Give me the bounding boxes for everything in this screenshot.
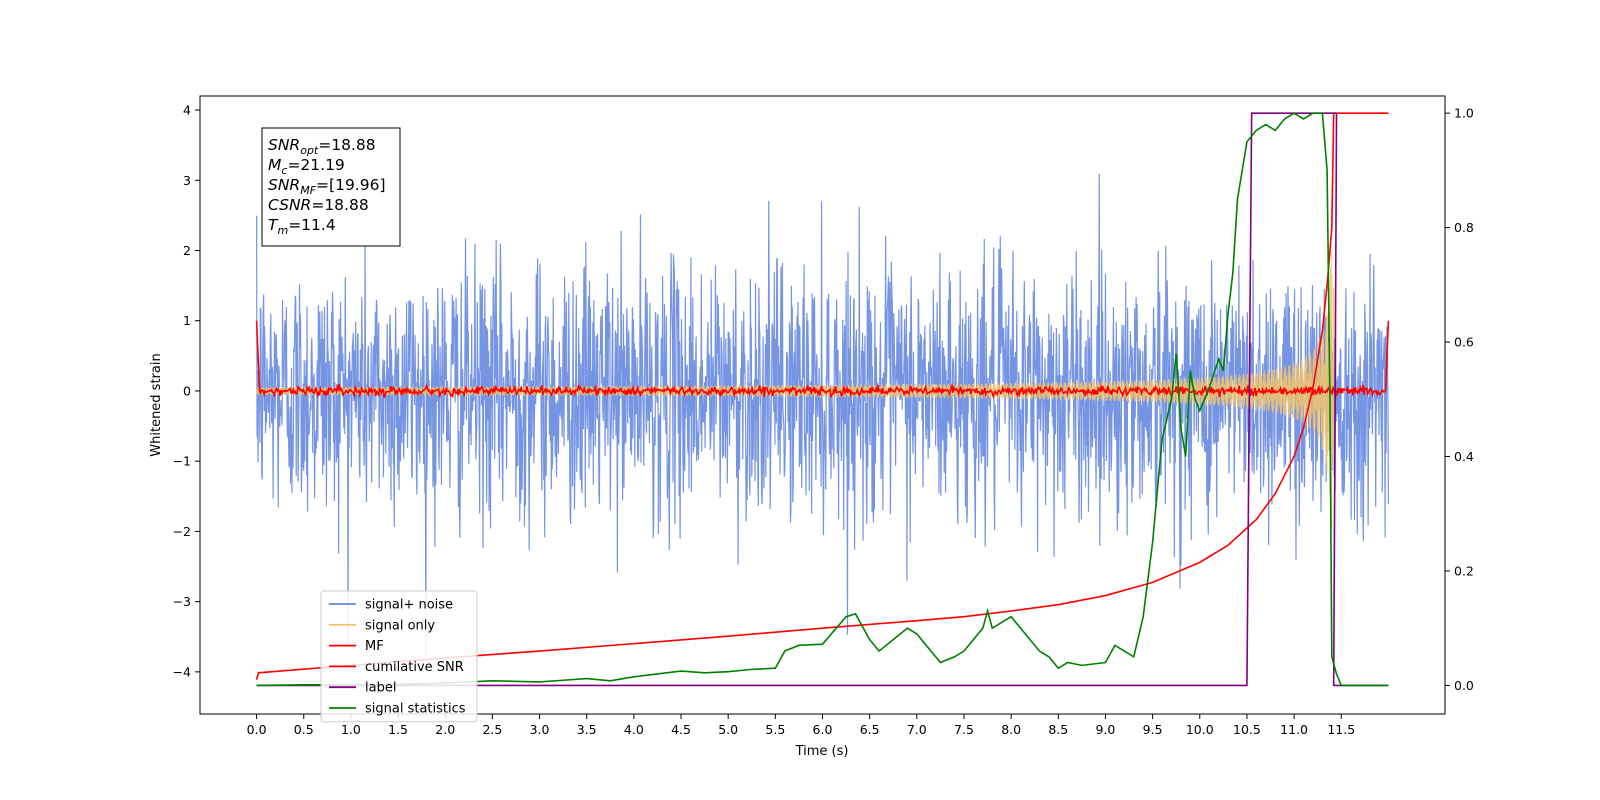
series-label (256, 112, 1389, 687)
series-cumulative-snr (255, 112, 1389, 680)
annotation-line: SNRopt=18.88 (268, 136, 376, 157)
y2-tick-label: 0.4 (1454, 449, 1474, 464)
y-tick-label: 0 (183, 383, 191, 398)
legend-entry: signal+ noise (365, 598, 453, 613)
legend-entry: signal statistics (365, 702, 466, 717)
series-layer (255, 112, 1390, 687)
x-tick-label: 5.5 (765, 722, 785, 737)
x-tick-label: 5.0 (718, 722, 738, 737)
x-tick-label: 2.0 (435, 722, 455, 737)
legend-entry: signal only (365, 618, 435, 633)
y-tick-label: 3 (183, 173, 191, 188)
series-signal-statistics (256, 112, 1389, 687)
x-tick-label: 3.0 (530, 722, 550, 737)
y2-tick-label: 0.6 (1454, 335, 1474, 350)
annotation-box: SNRopt=18.88Mc=21.19SNRMF=[19.96]CSNR=18… (261, 127, 401, 247)
x-tick-label: 0.0 (247, 722, 267, 737)
x-tick-label: 1.0 (341, 722, 361, 737)
x-tick-label: 6.0 (813, 722, 833, 737)
x-tick-label: 11.0 (1280, 722, 1308, 737)
x-tick-label: 1.5 (388, 722, 408, 737)
annotation-line: CSNR=18.88 (268, 196, 369, 214)
series-signal-noise (255, 174, 1390, 657)
y-axis-title: Whitened strain (149, 353, 164, 456)
x-tick-label: 8.0 (1001, 722, 1021, 737)
x-tick-label: 9.5 (1143, 722, 1163, 737)
x-tick-label: 0.5 (294, 722, 314, 737)
y2-tick-label: 1.0 (1454, 106, 1474, 121)
x-tick-label: 4.5 (671, 722, 691, 737)
y-tick-label: −2 (173, 524, 191, 539)
y2-tick-label: 0.2 (1454, 563, 1474, 578)
y-tick-label: −3 (173, 594, 191, 609)
x-tick-label: 4.0 (624, 722, 644, 737)
annotation-line: Mc=21.19 (268, 156, 345, 177)
x-tick-label: 7.5 (954, 722, 974, 737)
y-axis-left: −4 −3 −2 −1 0 1 2 3 4 (173, 103, 200, 679)
legend-entry: MF (365, 639, 384, 654)
x-tick-label: 7.0 (907, 722, 927, 737)
x-axis-title: Time (s) (795, 744, 849, 759)
y-tick-label: 1 (183, 313, 191, 328)
legend-entry: label (365, 681, 396, 696)
annotation-line: Tm=11.4 (268, 216, 336, 237)
y-tick-label: −1 (173, 454, 191, 469)
legend-frame (320, 590, 478, 723)
x-tick-label: 9.0 (1096, 722, 1116, 737)
legend: signal+ noise signal only MF cumilative SNR… (320, 590, 478, 723)
annotation-frame (261, 127, 401, 247)
y2-tick-label: 0.0 (1454, 678, 1474, 693)
x-tick-label: 2.5 (482, 722, 502, 737)
x-tick-label: 6.5 (860, 722, 880, 737)
y-tick-label: −4 (173, 664, 191, 679)
x-axis: 0.0 0.5 1.0 1.5 2.0 2.5 3.0 3.5 4.0 4.5 5.0 5.5 6.0 6… (247, 714, 1355, 737)
x-tick-label: 3.5 (577, 722, 597, 737)
x-tick-label: 11.5 (1327, 722, 1355, 737)
x-tick-label: 10.5 (1233, 722, 1261, 737)
annotation-line: SNRMF=[19.96] (268, 176, 386, 197)
y-axis-right: 0.0 0.2 0.4 0.6 0.8 1.0 (1445, 106, 1474, 693)
series-mf (255, 320, 1390, 400)
y2-tick-label: 0.8 (1454, 220, 1474, 235)
x-tick-label: 8.5 (1048, 722, 1068, 737)
legend-entry: cumilative SNR (365, 660, 464, 675)
y-tick-label: 2 (183, 243, 191, 258)
x-tick-label: 10.0 (1186, 722, 1214, 737)
y-tick-label: 4 (183, 103, 191, 118)
